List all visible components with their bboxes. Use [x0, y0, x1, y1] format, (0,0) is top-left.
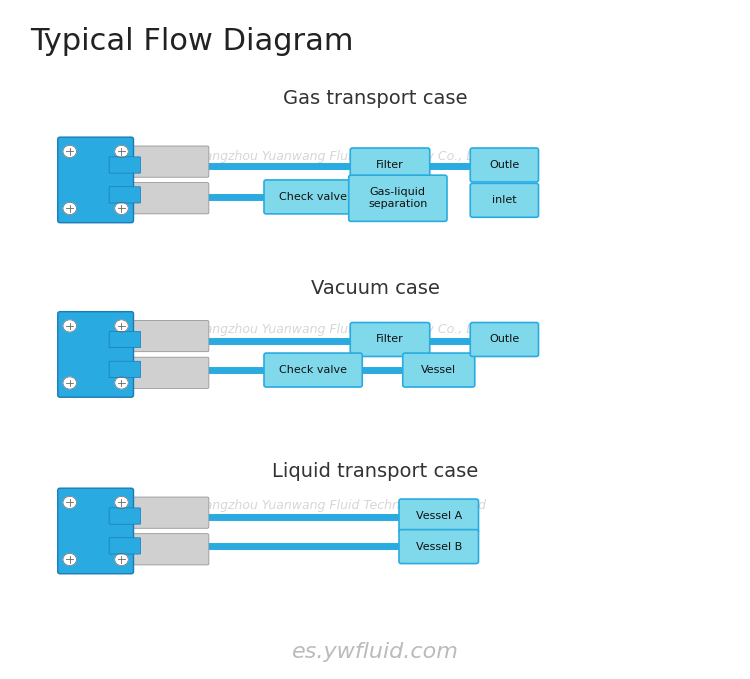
FancyBboxPatch shape: [403, 353, 475, 387]
Circle shape: [115, 320, 128, 332]
FancyBboxPatch shape: [470, 323, 538, 356]
Circle shape: [63, 553, 76, 566]
FancyBboxPatch shape: [264, 353, 362, 387]
Text: Changzhou Yuanwang Fluid Technology Co., Ltd: Changzhou Yuanwang Fluid Technology Co.,…: [188, 149, 485, 163]
FancyBboxPatch shape: [108, 357, 208, 388]
FancyBboxPatch shape: [109, 331, 141, 348]
Text: Outle: Outle: [489, 160, 520, 170]
FancyBboxPatch shape: [58, 137, 134, 223]
Circle shape: [63, 377, 76, 389]
Text: inlet: inlet: [492, 196, 517, 205]
FancyBboxPatch shape: [109, 187, 141, 203]
Text: Check valve: Check valve: [279, 365, 347, 375]
Circle shape: [63, 496, 76, 509]
FancyBboxPatch shape: [470, 148, 538, 182]
FancyBboxPatch shape: [399, 499, 478, 533]
Circle shape: [63, 320, 76, 332]
FancyBboxPatch shape: [109, 157, 141, 173]
Text: Changzhou Yuanwang Fluid Technology Co., Ltd: Changzhou Yuanwang Fluid Technology Co.,…: [188, 499, 485, 513]
Circle shape: [115, 377, 128, 389]
Circle shape: [115, 553, 128, 566]
Text: Vessel B: Vessel B: [416, 542, 462, 551]
FancyBboxPatch shape: [108, 320, 208, 352]
FancyBboxPatch shape: [399, 530, 478, 564]
Text: Check valve: Check valve: [279, 192, 347, 202]
Circle shape: [115, 145, 128, 158]
Text: Vessel: Vessel: [422, 365, 456, 375]
Circle shape: [63, 145, 76, 158]
Text: Vessel A: Vessel A: [416, 511, 462, 521]
Circle shape: [63, 202, 76, 215]
FancyBboxPatch shape: [470, 183, 538, 217]
Text: Gas transport case: Gas transport case: [283, 89, 467, 108]
FancyBboxPatch shape: [58, 312, 134, 397]
FancyBboxPatch shape: [350, 148, 430, 182]
Text: Outle: Outle: [489, 335, 520, 344]
Circle shape: [115, 202, 128, 215]
Circle shape: [115, 496, 128, 509]
Text: Vacuum case: Vacuum case: [310, 279, 440, 298]
FancyBboxPatch shape: [108, 534, 208, 565]
Text: Filter: Filter: [376, 335, 404, 344]
FancyBboxPatch shape: [108, 146, 208, 177]
FancyBboxPatch shape: [350, 323, 430, 356]
Text: Gas-liquid
separation: Gas-liquid separation: [368, 187, 428, 209]
FancyBboxPatch shape: [58, 488, 134, 574]
FancyBboxPatch shape: [109, 538, 141, 554]
FancyBboxPatch shape: [109, 361, 141, 378]
FancyBboxPatch shape: [264, 180, 362, 214]
Text: Typical Flow Diagram: Typical Flow Diagram: [30, 27, 353, 56]
Text: Changzhou Yuanwang Fluid Technology Co., Ltd: Changzhou Yuanwang Fluid Technology Co.,…: [188, 323, 485, 336]
FancyBboxPatch shape: [108, 183, 208, 214]
Text: Filter: Filter: [376, 160, 404, 170]
FancyBboxPatch shape: [349, 175, 447, 221]
FancyBboxPatch shape: [109, 508, 141, 524]
FancyBboxPatch shape: [108, 497, 208, 528]
Text: Liquid transport case: Liquid transport case: [272, 462, 478, 481]
Text: es.ywfluid.com: es.ywfluid.com: [292, 642, 458, 662]
